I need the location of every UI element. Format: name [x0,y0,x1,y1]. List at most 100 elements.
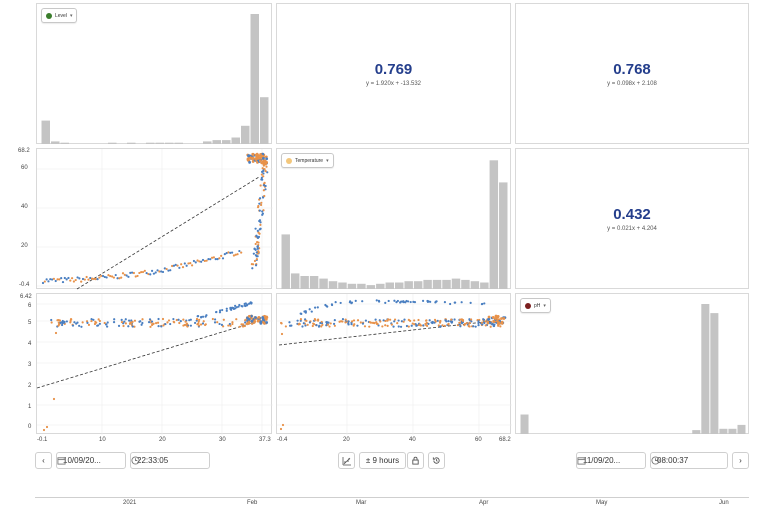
data-point [152,322,155,325]
ph-variable-select[interactable]: pH ▾ [520,298,551,313]
data-point [165,267,168,271]
temp-x-tick: -0.4 [277,437,288,443]
timeline-label: 2021 [123,500,137,506]
temp-axis-tick: -0.4 [19,282,30,288]
end-time-input[interactable]: 08:00:37 [650,452,728,469]
clock-icon [651,456,660,465]
data-point [106,321,109,324]
data-point [61,280,65,284]
histogram-bar [461,279,470,289]
data-point [434,320,437,323]
start-date-input[interactable]: 10/09/20... [56,452,126,469]
level-variable-select[interactable]: Level ▾ [41,8,78,23]
data-point [500,317,503,320]
histogram-bar [146,142,155,144]
data-point [133,319,137,322]
data-point [256,229,259,232]
data-point [318,324,321,327]
data-point [246,316,249,320]
data-point [483,321,486,325]
data-point [100,274,103,278]
next-button[interactable]: › [732,452,749,469]
temp-x-tick: 60 [475,437,482,443]
data-point [156,269,159,272]
data-point [319,321,322,325]
data-point [103,275,106,279]
data-point [468,318,471,321]
time-range-button[interactable]: ± 9 hours [359,452,406,469]
end-date-input[interactable]: 11/09/20... [576,452,646,469]
temperature-variable-select[interactable]: Temperature ▾ [281,153,334,168]
chart-toggle-button[interactable] [338,452,355,469]
data-point [280,322,283,325]
ph-axis-tick: 2 [28,383,32,389]
data-point [103,321,106,325]
data-point [264,162,268,166]
data-point [299,319,302,322]
data-point [255,234,258,237]
data-point [341,317,345,321]
data-point [236,253,239,256]
data-point [89,276,92,280]
data-point [436,319,439,322]
data-point [201,258,205,262]
data-point [172,264,176,267]
data-point [472,325,475,328]
data-point [261,318,265,321]
data-point [241,305,244,308]
data-point [433,318,437,321]
data-point [459,318,462,321]
regression-equation: y = 0.021x + 4.204 [607,225,657,232]
history-button[interactable] [428,452,445,469]
histogram-bar [281,234,290,289]
data-point [235,318,238,321]
timeline-track[interactable] [35,475,749,498]
data-point [255,251,258,254]
data-point [124,322,127,325]
data-point [397,325,400,328]
ph-axis-tick: 6 [28,303,32,309]
data-point [339,301,342,305]
data-point [260,154,263,158]
data-point [258,202,261,205]
data-point [429,300,432,303]
data-point [245,322,249,326]
corr-level-ph: 0.768 y = 0.098x + 2.108 [515,3,749,144]
data-point [474,325,477,328]
data-point [427,322,430,325]
lock-button[interactable] [407,452,424,469]
data-point [54,331,58,335]
data-point [237,305,240,308]
calendar-icon [57,457,66,465]
data-point [210,256,214,259]
data-point [184,320,187,323]
data-point [87,278,90,281]
data-point [261,210,264,213]
ph-histogram-panel: pH ▾ [515,293,749,434]
data-point [484,324,487,327]
data-point [264,318,268,321]
data-point [467,325,470,328]
data-point [202,320,205,323]
data-point [57,324,60,327]
data-point [397,319,400,322]
data-point [65,320,68,323]
data-point [240,323,243,326]
data-point [148,318,152,321]
data-point [480,303,484,306]
previous-button[interactable]: ‹ [35,452,52,469]
histogram-bar [737,424,746,434]
data-point [117,324,121,327]
data-point [172,317,175,321]
data-point [315,324,318,327]
data-point [182,324,185,327]
data-point [216,258,219,261]
data-point [256,255,259,258]
data-point [140,323,143,326]
data-point [244,319,247,322]
start-time-input[interactable]: 22:33:05 [130,452,210,469]
data-point [330,303,334,306]
data-point [458,321,461,324]
data-point [130,271,134,274]
data-point [328,325,331,328]
